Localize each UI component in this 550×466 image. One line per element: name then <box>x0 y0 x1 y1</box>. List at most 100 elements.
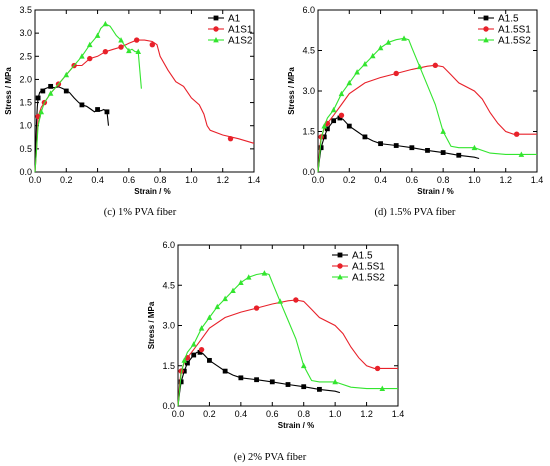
y-tick-label: 3.0 <box>162 321 175 331</box>
data-point-A1.5 <box>378 141 383 147</box>
legend-label-A1: A1 <box>228 14 241 25</box>
y-tick-label: 3.0 <box>302 86 315 96</box>
data-point-A1.5S1 <box>513 131 520 137</box>
legend-marker-A1.5 <box>337 252 343 258</box>
caption-c: (c) 1% PVA fiber <box>104 207 177 218</box>
data-point-A1 <box>95 107 100 112</box>
data-point-A1.5 <box>207 357 212 363</box>
data-point-A1S1 <box>102 48 109 55</box>
data-point-A1.5 <box>440 150 446 155</box>
data-point-A1.5 <box>362 134 368 140</box>
data-point-A1.5S2 <box>471 144 478 151</box>
data-point-A1S2 <box>63 71 70 78</box>
data-point-A1.5S1 <box>338 112 345 119</box>
data-point-A1.5S2 <box>321 123 328 129</box>
legend-marker-A1.5S2 <box>483 37 489 43</box>
data-point-A1.5S2 <box>261 270 268 276</box>
data-point-A1.5S2 <box>214 303 221 310</box>
data-point-A1.5 <box>321 134 327 140</box>
data-point-A1.5S2 <box>238 279 244 285</box>
x-tick-label: 0.4 <box>374 175 387 185</box>
data-point-A1.5 <box>191 352 197 358</box>
series-line-A1S2 <box>34 23 142 173</box>
y-tick-label: 1.0 <box>19 121 32 131</box>
legend-marker-A1.5S1 <box>483 26 489 32</box>
data-point-A1.5S2 <box>190 341 197 347</box>
data-point-A1.5 <box>285 382 291 387</box>
x-axis-label: Strain / % <box>417 187 453 196</box>
data-point-A1S1 <box>149 42 156 48</box>
data-point-A1.5 <box>456 152 462 158</box>
data-point-A1S1 <box>87 55 93 62</box>
data-point-A1.5S2 <box>416 63 423 70</box>
legend-label-A1S2: A1S2 <box>228 36 253 47</box>
legend-marker-A1S1 <box>213 26 219 32</box>
y-tick-label: 6.0 <box>302 5 315 15</box>
data-point-A1.5S1 <box>293 297 299 303</box>
data-point-A1.5 <box>269 379 275 385</box>
data-point-A1S2 <box>102 20 109 27</box>
plot-frame <box>34 9 255 173</box>
series-line-A1S1 <box>34 39 255 173</box>
data-point-A1.5S1 <box>432 62 439 69</box>
data-point-A1.5S2 <box>181 357 188 363</box>
legend-marker-A1.5S1 <box>337 263 343 269</box>
x-tick-label: 0.8 <box>154 175 167 185</box>
data-point-A1S1 <box>118 44 124 50</box>
legend-label-A1.5S1: A1.5S1 <box>498 25 531 36</box>
legend-marker-A1 <box>213 15 219 21</box>
x-tick-label: 0.2 <box>343 175 356 185</box>
x-tick-label: 0.4 <box>91 175 104 185</box>
caption-d: (d) 1.5% PVA fiber <box>375 207 456 218</box>
y-tick-label: 3.5 <box>19 5 32 15</box>
x-tick-label: 0.8 <box>297 409 310 419</box>
y-tick-label: 1.5 <box>302 127 315 137</box>
chart-panel-1: 0.0 0.2 0.4 0.6 0.8 1.0 1.2 1.4 0.0 1.5 3.0 4.5 6.0 S… <box>287 5 543 196</box>
legend-marker-A1.5 <box>483 15 489 21</box>
data-point-A1.5 <box>346 123 352 129</box>
x-tick-label: 1.0 <box>185 175 198 185</box>
data-point-A1.5 <box>324 126 330 132</box>
x-tick-label: 1.4 <box>392 409 405 419</box>
data-point-A1.5S2 <box>300 362 307 369</box>
data-point-A1.5S2 <box>385 39 392 45</box>
data-point-A1.5S2 <box>518 151 525 157</box>
chart-panel-0: 0.0 0.2 0.4 0.6 0.8 1.0 1.2 1.4 0.0 0.5 1.0 1.5 2.0 2… <box>4 5 260 196</box>
legend-label-A1.5: A1.5 <box>352 251 373 262</box>
data-point-A1 <box>48 83 54 89</box>
data-point-A1.5 <box>197 349 203 355</box>
data-point-A1S2 <box>47 90 54 96</box>
y-tick-label: 2.5 <box>19 51 32 61</box>
y-tick-label: 0.5 <box>19 144 32 154</box>
data-point-A1.5S2 <box>377 44 384 51</box>
data-point-A1 <box>79 102 85 108</box>
series-line-A1.5S2 <box>317 37 537 173</box>
data-point-A1S2 <box>126 47 132 54</box>
y-tick-label: 0.0 <box>162 401 175 411</box>
x-axis-label: Strain / % <box>134 187 170 196</box>
legend-label-A1S1: A1S1 <box>228 25 253 36</box>
data-point-A1.5 <box>337 115 343 121</box>
data-point-A1.5S1 <box>198 346 205 353</box>
data-point-A1.5S2 <box>354 69 360 75</box>
data-point-A1.5S2 <box>362 61 368 67</box>
data-point-A1.5S1 <box>393 70 399 77</box>
y-tick-label: 0.0 <box>302 167 315 177</box>
legend-label-A1.5S2: A1.5S2 <box>498 36 531 47</box>
data-point-A1.5S2 <box>198 325 205 331</box>
data-point-A1.5S1 <box>253 305 260 311</box>
data-point-A1.5 <box>331 118 337 124</box>
data-point-A1.5 <box>181 368 187 374</box>
x-tick-label: 1.2 <box>499 175 512 185</box>
data-point-A1S2 <box>86 41 93 48</box>
data-point-A1.5S2 <box>440 128 446 134</box>
legend-marker-A1.5S2 <box>337 274 343 280</box>
data-point-A1S1 <box>133 37 140 43</box>
legend-marker-A1S2 <box>213 37 219 43</box>
y-tick-label: 2.0 <box>19 74 32 84</box>
x-tick-label: 0.6 <box>406 175 419 185</box>
x-tick-label: 1.2 <box>216 175 229 185</box>
data-point-A1.5S2 <box>346 79 353 86</box>
data-point-A1.5 <box>238 375 244 381</box>
data-point-A1.5S2 <box>230 287 236 294</box>
